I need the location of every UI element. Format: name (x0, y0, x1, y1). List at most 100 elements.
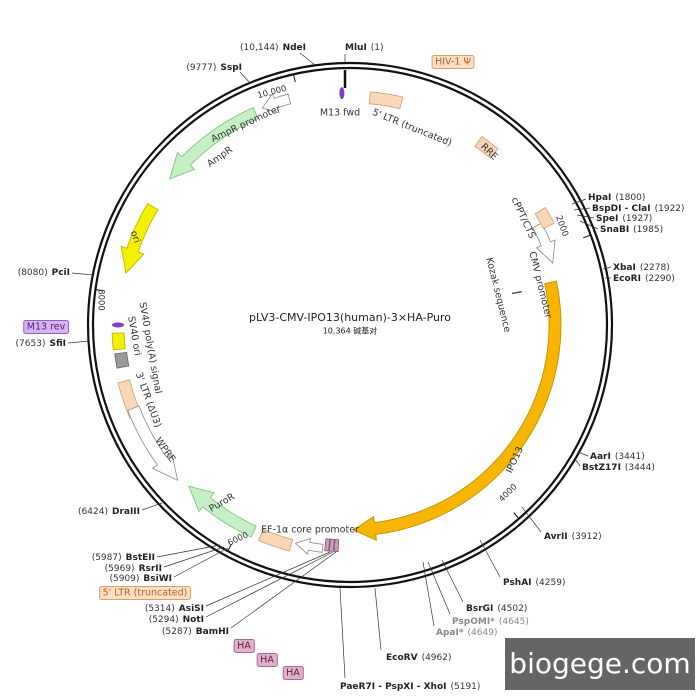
site-name: DraIII (112, 507, 140, 517)
site-leader (579, 220, 599, 230)
ampr-promoter-arrow (261, 92, 292, 114)
site-position: (10,144) (240, 43, 279, 53)
site-leader (573, 207, 591, 211)
site-position: (6424) (78, 507, 108, 517)
site-label: EcoRI (2290) (613, 274, 675, 284)
scale-tick (227, 543, 233, 552)
site-position: (1800) (615, 193, 645, 203)
site-leader (479, 539, 501, 578)
site-name: SspI (220, 63, 242, 73)
site-leader (574, 458, 581, 467)
site-position: (5294) (149, 615, 179, 625)
scale-tick (95, 289, 104, 292)
feature-label: Kozak sequence (483, 256, 512, 333)
site-position: (4259) (536, 578, 566, 588)
feature-label: M13 fwd (320, 108, 360, 119)
feature-label: 5' LTR (truncated) (103, 588, 188, 599)
backbone-inner (91, 66, 609, 584)
site-label: (6424) DraIII (78, 507, 140, 517)
site-name: BstEII (126, 553, 155, 563)
site-position: (3912) (572, 532, 602, 542)
feature-label: cPPT/CTS (509, 196, 538, 241)
site-label: XbaI (2278) (613, 263, 670, 273)
feature-label: AmpR promoter (209, 103, 282, 145)
site-position: (1927) (622, 214, 652, 224)
scale-tick (293, 74, 296, 83)
feature-label: HA (237, 641, 251, 652)
primer-mark (112, 322, 124, 328)
site-leader (422, 561, 435, 627)
feature-box (233, 639, 255, 653)
site-leader (339, 587, 346, 679)
ha-box (333, 539, 340, 553)
feature-label: 5' LTR (truncated) (371, 107, 454, 149)
site-label: SnaBI (1985) (600, 225, 663, 235)
site-leader (156, 544, 221, 558)
site-position: (5287) (162, 627, 192, 637)
site-name: SfiI (49, 339, 66, 349)
site-name: SnaBI (600, 225, 629, 235)
site-name: BsrGI (466, 604, 493, 614)
site-leader (163, 546, 225, 568)
site-name: BamHI (196, 627, 229, 637)
site-name: PshAI (503, 578, 532, 588)
site-position: (2290) (645, 274, 675, 284)
site-name: EcoRI (613, 274, 641, 284)
site-label: (8080) PciI (18, 268, 70, 278)
site-name: RsrII (139, 564, 162, 574)
watermark-box (505, 638, 695, 690)
site-label: (5294) NotI (149, 615, 204, 625)
sv40-polya-box (114, 351, 130, 369)
ipo13-arrow (352, 280, 562, 542)
cmv-promoter-arrow (532, 222, 556, 264)
site-name: PciI (52, 268, 70, 278)
map-size: 10,364 碱基对 (323, 326, 378, 336)
ltr5-box (368, 91, 404, 110)
site-leader (441, 559, 464, 603)
site-label: (10,144) NdeI (240, 43, 306, 53)
site-label: SpeI (1927) (596, 214, 652, 224)
site-leader (230, 551, 337, 629)
site-name: AarI (590, 452, 611, 462)
site-position: (5191) (450, 682, 480, 692)
site-label: (9777) SspI (186, 63, 242, 73)
site-position: (4502) (497, 604, 527, 614)
site-label: BsrGI (4502) (466, 604, 527, 614)
backbone-outer (86, 61, 614, 589)
site-label: BstZ17I (3444) (582, 463, 655, 473)
site-label: AvrII (3912) (544, 532, 602, 542)
site-position: (5969) (105, 564, 135, 574)
site-leader (571, 198, 587, 205)
scale-tick (583, 234, 591, 239)
site-label: (5987) BstEII (92, 553, 155, 563)
site-label: (5287) BamHI (162, 627, 229, 637)
ampr-arrow (169, 107, 259, 180)
site-position: (4645) (499, 617, 529, 627)
site-name: NotI (183, 615, 204, 625)
site-leader (205, 551, 334, 618)
site-label: AarI (3441) (590, 452, 645, 462)
feature-box (431, 55, 475, 69)
ha-box (328, 538, 335, 552)
site-position: (3441) (615, 452, 645, 462)
feature-label: ori (128, 229, 143, 244)
watermark: biogege.com (509, 647, 690, 680)
site-position: (1) (371, 43, 384, 53)
site-name: EcoRV (386, 653, 418, 663)
site-label: HpaI (1800) (588, 193, 645, 203)
sv40-ori-box (111, 332, 126, 351)
site-name: HpaI (588, 193, 611, 203)
site-position: (7653) (16, 339, 46, 349)
scale-label: 8000 (96, 289, 106, 311)
small-arrow (294, 537, 324, 555)
site-name: XbaI (613, 263, 636, 273)
feature-box (99, 586, 191, 600)
site-leader (205, 551, 331, 607)
ori-arrow (120, 202, 159, 275)
puror-arrow (188, 485, 257, 538)
site-name: PaeR7I - PspXI - XhoI (340, 682, 446, 692)
ha-box (324, 538, 331, 552)
site-leader (374, 587, 382, 651)
